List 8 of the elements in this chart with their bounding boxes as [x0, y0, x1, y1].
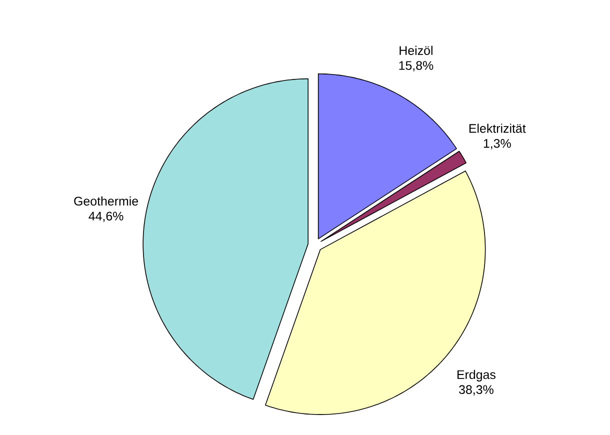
- slice-label: Elektrizität: [469, 124, 526, 133]
- data-label: 15,8%: [399, 61, 434, 72]
- data-label: 44,6%: [88, 212, 124, 222]
- slice-label: Geothermie: [74, 196, 138, 206]
- data-label: 38,3%: [459, 385, 494, 396]
- slice-label: Erdgas: [458, 370, 496, 382]
- slice-label: Heizöl: [400, 46, 432, 55]
- data-label: 1,3%: [484, 139, 511, 150]
